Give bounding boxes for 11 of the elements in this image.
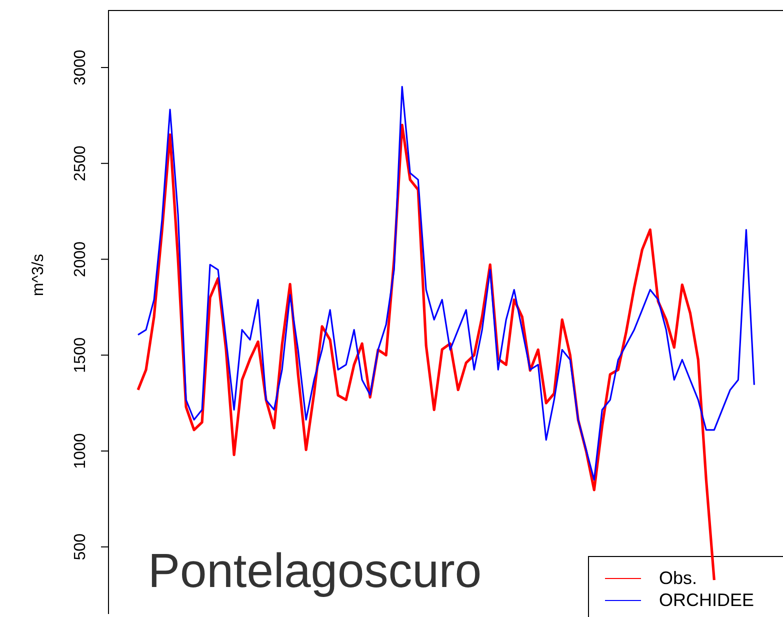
text: Pontelagoscuro <box>148 544 482 599</box>
y-tick-label: 1000 <box>72 433 90 469</box>
legend-label: ORCHIDEE <box>659 589 754 611</box>
y-tick-label: 500 <box>72 533 90 560</box>
y-tick-label: 2500 <box>72 146 90 182</box>
y-tick-label: 2000 <box>72 241 90 278</box>
line-series <box>137 86 755 481</box>
y-tick-label: 1500 <box>72 337 90 373</box>
y-axis-title: m^3/s <box>30 253 48 296</box>
legend-label: Obs. <box>659 567 698 589</box>
y-tick-label: 3000 <box>72 50 90 86</box>
